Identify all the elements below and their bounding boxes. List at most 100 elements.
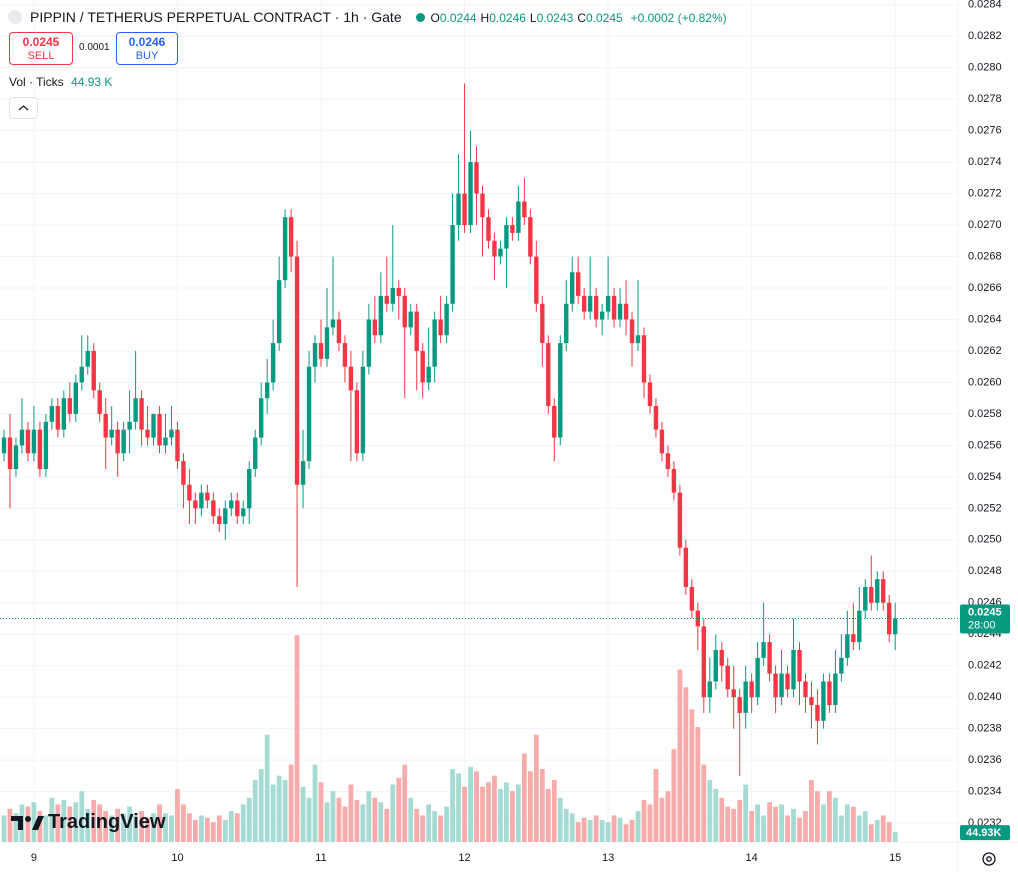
volume-bar [868,824,874,842]
candle-body [229,500,234,509]
volume-legend-label[interactable]: Vol · Ticks [9,75,64,89]
candle-body [683,547,689,588]
candle-body [151,413,156,438]
volume-bar [270,784,276,842]
sell-button[interactable]: 0.0245 SELL [9,32,73,65]
volume-bar [246,797,252,842]
candle-body [318,343,324,359]
candle-body [73,382,78,414]
collapse-icon [18,105,29,111]
buy-label: BUY [135,50,159,62]
volume-bar [850,806,856,842]
volume-bar [354,800,360,842]
collapse-button[interactable] [9,97,38,119]
candle-body [402,295,407,328]
volume-bar [193,819,198,842]
volume-bar [348,784,354,842]
countdown: 28:00 [968,619,996,631]
y-tick-label: 0.0254 [968,471,1002,483]
sell-label: SELL [27,50,55,62]
volume-bar [169,815,174,842]
candle-body [731,689,736,698]
volume-bar [533,734,539,842]
volume-bar [103,811,109,842]
candle-body [707,681,712,698]
buy-price: 0.0246 [128,35,166,49]
y-tick-label: 0.0252 [968,502,1002,514]
buy-button[interactable]: 0.0246 BUY [116,32,178,65]
volume-bar [809,780,814,842]
volume-bar [659,797,665,842]
candle-body [839,657,844,674]
y-tick-label: 0.0264 [968,313,1002,325]
symbol-title[interactable]: PIPPIN / TETHERUS PERPETUAL CONTRACT · 1… [30,9,402,25]
volume-bar [438,815,444,842]
volume-bar [121,813,127,842]
candle-body [43,421,49,470]
candle-body [426,366,431,383]
candle-body [25,429,31,454]
volume-bar [330,791,336,842]
candle-body [725,665,730,690]
volume-bar [545,788,551,842]
candle-body [558,343,563,438]
volume-bar [587,819,593,842]
volume-bar [575,822,581,842]
y-tick-label: 0.0274 [968,156,1002,168]
volume-bar [31,802,37,842]
volume-bar [874,819,880,842]
candle-body [55,406,61,430]
volume-bar [97,804,103,842]
volume-bar [629,819,635,842]
candle-body [827,681,832,706]
volume-bar [635,811,641,842]
ohlc-value: 0.0246 [489,11,526,25]
candle-body [468,162,473,226]
volume-bar [390,784,396,842]
candle-body [647,382,653,407]
volume-bar [426,804,432,842]
candle-body [713,649,718,682]
volume-bar [1,815,7,842]
candles [1,83,898,776]
candle-body [653,406,659,430]
volume-bar [486,782,491,842]
y-tick-label: 0.0250 [968,534,1002,546]
volume-bar [79,791,85,842]
volume-bar [892,832,898,842]
logo-icon [11,815,44,830]
volume-bar [228,811,234,842]
settings-button[interactable] [980,850,998,868]
candle-body [109,429,114,438]
volume-bar [599,819,605,842]
candle-body [61,398,67,430]
candle-body [235,500,240,517]
candle-body [779,673,784,698]
candle-body [396,288,401,296]
volume-bar [222,819,228,842]
volume-bar [605,822,611,842]
candle-body [366,319,372,367]
volume-tag [960,825,1010,841]
volume-bar [886,822,892,842]
candle-body [892,618,898,635]
candle-body [181,461,186,485]
volume-bar [336,797,342,842]
volume-bar [145,817,150,842]
candle-body [875,579,880,603]
volume-bar [157,804,162,842]
candle-body [414,311,419,351]
candle-body [450,225,455,304]
logo[interactable]: TradingView [10,811,165,834]
candle-body [37,429,43,470]
candle-body [31,429,37,454]
candle-body [701,626,707,698]
volume-bar [181,804,186,842]
volume-bar [779,804,784,842]
volume-bar [324,802,330,842]
volume-bar [372,797,378,842]
candle-body [264,382,270,399]
candle-body [253,437,258,470]
candle-body [223,508,228,525]
ohlc-value: 0.0243 [536,11,574,25]
